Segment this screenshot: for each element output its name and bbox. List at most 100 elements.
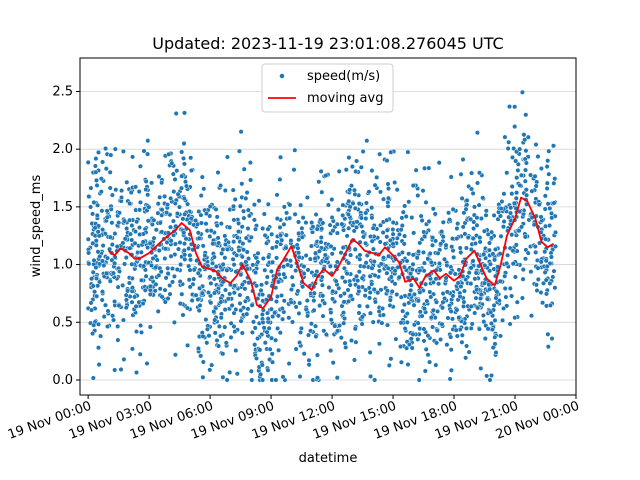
scatter-point (463, 245, 469, 251)
scatter-point (88, 307, 95, 313)
scatter-point (273, 298, 280, 305)
scatter-point (188, 216, 194, 222)
scatter-point (390, 231, 396, 237)
scatter-point (165, 265, 171, 271)
scatter-point (394, 291, 400, 298)
scatter-point (312, 323, 319, 329)
scatter-point (151, 217, 157, 223)
scatter-point (241, 166, 247, 172)
scatter-point (283, 245, 289, 251)
scatter-point (121, 356, 127, 362)
scatter-point (497, 333, 504, 339)
scatter-point (378, 261, 384, 267)
scatter-point (252, 342, 258, 348)
scatter-point (200, 243, 206, 249)
scatter-point (169, 160, 175, 166)
scatter-point (264, 310, 271, 316)
scatter-point (439, 229, 445, 235)
scatter-point (407, 292, 413, 298)
scatter-point (462, 231, 468, 237)
scatter-point (421, 306, 428, 312)
scatter-point (104, 270, 110, 276)
scatter-point (470, 258, 476, 264)
scatter-point (109, 192, 115, 198)
scatter-point (305, 267, 311, 273)
scatter-point (94, 182, 100, 188)
scatter-point (233, 347, 239, 354)
scatter-point (515, 161, 521, 167)
scatter-point (133, 184, 139, 190)
scatter-point (258, 371, 264, 377)
scatter-point (507, 321, 513, 327)
scatter-point (269, 231, 275, 237)
scatter-point (363, 260, 369, 266)
scatter-point (186, 277, 192, 283)
scatter-point (90, 240, 96, 246)
scatter-point (243, 235, 249, 241)
scatter-point (211, 254, 217, 260)
scatter-point (433, 299, 440, 305)
scatter-point (513, 158, 519, 164)
scatter-point (163, 275, 169, 281)
scatter-point (490, 251, 496, 257)
scatter-point (522, 256, 529, 262)
scatter-point (330, 360, 336, 366)
scatter-point (487, 286, 493, 292)
scatter-point (110, 313, 116, 319)
scatter-point (103, 146, 109, 152)
scatter-point (120, 240, 126, 246)
scatter-point (211, 290, 218, 296)
scatter-point (385, 199, 391, 205)
scatter-point (386, 253, 392, 259)
scatter-point (268, 268, 274, 274)
scatter-point (514, 190, 520, 196)
scatter-point (518, 172, 524, 178)
scatter-point (472, 310, 478, 316)
scatter-point (101, 262, 107, 269)
scatter-point (385, 186, 392, 192)
scatter-point (398, 294, 404, 300)
scatter-point (536, 202, 542, 208)
scatter-point (155, 308, 161, 314)
scatter-point (509, 191, 515, 197)
scatter-point (142, 287, 148, 293)
scatter-point (169, 266, 176, 272)
scatter-point (245, 225, 251, 232)
scatter-point (85, 236, 91, 242)
scatter-point (277, 330, 283, 336)
scatter-point (98, 333, 104, 339)
scatter-point (481, 319, 487, 325)
scatter-point (124, 225, 130, 232)
scatter-point (487, 261, 493, 267)
scatter-point (129, 346, 135, 352)
scatter-point (204, 326, 210, 332)
scatter-point (468, 265, 474, 271)
scatter-point (427, 359, 433, 365)
scatter-point (347, 282, 353, 288)
scatter-point (288, 238, 294, 244)
scatter-point (460, 303, 467, 309)
scatter-point (416, 249, 422, 255)
scatter-point (385, 265, 391, 271)
scatter-point (86, 261, 92, 267)
scatter-point (188, 155, 194, 161)
scatter-point (90, 331, 96, 337)
scatter-point (159, 180, 165, 186)
scatter-point (548, 254, 554, 260)
scatter-point (510, 248, 516, 254)
scatter-point (224, 267, 230, 273)
scatter-point (188, 167, 194, 174)
scatter-point (264, 240, 270, 246)
scatter-point (156, 272, 162, 278)
scatter-point (535, 265, 541, 271)
scatter-point (90, 269, 96, 275)
scatter-point (426, 218, 432, 224)
scatter-point (177, 301, 183, 307)
scatter-point (382, 241, 388, 247)
scatter-point (248, 234, 254, 240)
scatter-point (133, 329, 140, 335)
scatter-point (421, 326, 427, 332)
scatter-point (187, 252, 193, 258)
scatter-point (340, 245, 346, 251)
scatter-point (471, 204, 478, 210)
